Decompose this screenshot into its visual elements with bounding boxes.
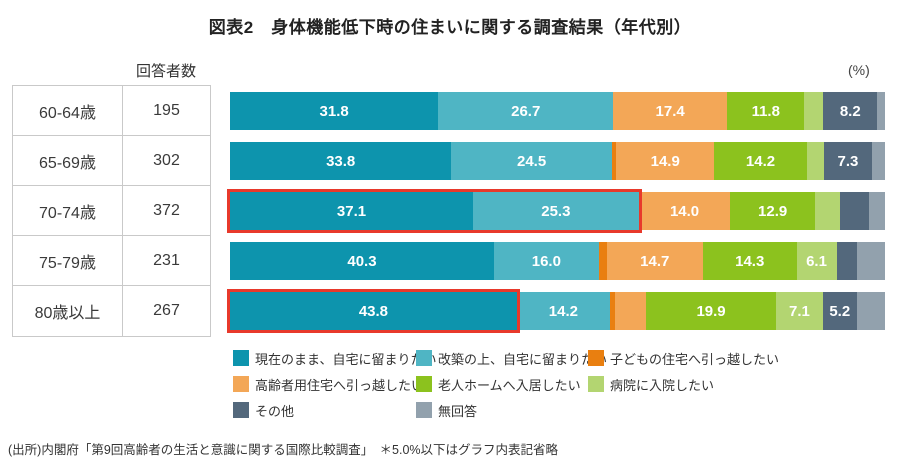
legend-label: 病院に入院したい	[610, 377, 715, 393]
legend-item: 現在のまま、自宅に留まりたい	[233, 350, 436, 367]
legend-swatch-icon	[233, 350, 249, 366]
legend-label: 老人ホームへ入居したい	[438, 377, 581, 393]
bar-segment	[857, 242, 885, 280]
bar-segment: 11.8	[727, 92, 805, 130]
bar-segment: 17.4	[613, 92, 728, 130]
respondent-count: 231	[123, 236, 210, 286]
bar-segment	[814, 192, 841, 230]
bar-row-70-74歳: 37.1 25.3 14.0 12.9	[227, 189, 885, 233]
legend-swatch-icon	[233, 402, 249, 418]
legend-label: 子どもの住宅へ引っ越したい	[610, 351, 780, 367]
bar-segment: 14.2	[714, 142, 808, 180]
respondent-count: 302	[123, 136, 210, 186]
bar-segment	[840, 192, 870, 230]
legend-item: 改築の上、自宅に留まりたい	[416, 350, 607, 367]
bar-segment: 7.1	[776, 292, 823, 330]
bar-segment: 14.3	[702, 242, 797, 280]
bar-segment	[615, 292, 646, 330]
legend-swatch-icon	[588, 350, 604, 366]
respondent-count: 372	[123, 186, 210, 236]
age-group-label: 70-74歳	[13, 186, 123, 236]
bar-row-60-64歳: 31.8 26.7 17.4 11.8 8.2	[230, 92, 885, 130]
bar-segment	[869, 192, 885, 230]
bar-segment: 14.9	[616, 142, 715, 180]
bar-segment: 33.8	[230, 142, 452, 180]
legend-label: 改築の上、自宅に留まりたい	[438, 351, 608, 367]
respondent-count: 195	[123, 86, 210, 136]
stacked-bar-chart: 31.8 26.7 17.4 11.8 8.2 33.8 24.5 14.9 14.2 7.3 37…	[227, 92, 885, 342]
bar-segment: 40.3	[230, 242, 494, 280]
bar-segment	[871, 142, 885, 180]
bar-segment: 14.2	[516, 292, 610, 330]
bar-segment: 5.2	[822, 292, 857, 330]
legend-label: 高齢者用住宅へ引っ越したい	[255, 377, 425, 393]
legend-item: 老人ホームへ入居したい	[416, 376, 588, 393]
bar-segment	[877, 92, 885, 130]
bar-segment: 37.1	[230, 192, 473, 230]
age-group-label: 80歳以上	[13, 286, 123, 336]
bar-segment: 43.8	[230, 292, 517, 330]
percent-axis-label: (%)	[848, 62, 870, 78]
legend-swatch-icon	[416, 376, 432, 392]
source-note: (出所)内閣府「第9回高齢者の生活と意識に関する国際比較調査」 ＊5.0%以下は…	[8, 443, 559, 457]
bar-segment: 24.5	[451, 142, 612, 180]
bar-segment: 8.2	[823, 92, 878, 130]
bar-segment	[836, 242, 858, 280]
legend-label: 無回答	[438, 403, 478, 419]
bar-segment	[611, 142, 617, 180]
bar-segment: 14.0	[638, 192, 731, 230]
chart-title: 図表2 身体機能低下時の住まいに関する調査結果（年代別）	[208, 18, 692, 37]
bar-row-75-79歳: 40.3 16.0 14.7 14.3 6.1	[230, 242, 885, 280]
legend-swatch-icon	[416, 350, 432, 366]
bar-segment	[804, 92, 824, 130]
chart-legend: 現在のまま、自宅に留まりたい 改築の上、自宅に留まりたい 子どもの住宅へ引っ越したい…	[233, 350, 893, 419]
legend-item: 子どもの住宅へ引っ越したい	[588, 350, 893, 367]
bar-segment: 7.3	[824, 142, 872, 180]
bar-segment	[598, 242, 607, 280]
legend-label: 現在のまま、自宅に留まりたい	[255, 351, 437, 367]
legend-item: 高齢者用住宅へ引っ越したい	[233, 376, 424, 393]
legend-swatch-icon	[588, 376, 604, 392]
legend-label: その他	[255, 403, 295, 419]
legend-swatch-icon	[233, 376, 249, 392]
bar-segment: 31.8	[230, 92, 439, 130]
age-group-label: 75-79歳	[13, 236, 123, 286]
bar-segment	[609, 292, 616, 330]
bar-segment: 26.7	[438, 92, 614, 130]
age-group-label: 65-69歳	[13, 136, 123, 186]
bar-row-65-69歳: 33.8 24.5 14.9 14.2 7.3	[230, 142, 885, 180]
legend-item: 病院に入院したい	[588, 376, 893, 393]
bar-segment	[856, 292, 885, 330]
age-group-label: 60-64歳	[13, 86, 123, 136]
bar-segment: 25.3	[473, 192, 639, 230]
bar-segment	[807, 142, 825, 180]
bar-segment: 12.9	[730, 192, 815, 230]
respondent-count: 267	[153, 302, 180, 319]
bar-segment: 16.0	[493, 242, 599, 280]
bar-row-80歳以上: 43.8 14.2 19.9 7.1 5.2	[227, 289, 885, 333]
legend-item: 無回答	[416, 402, 588, 419]
bar-segment: 19.9	[645, 292, 777, 330]
legend-item: その他	[233, 402, 416, 419]
legend-swatch-icon	[416, 402, 432, 418]
bar-segment: 14.7	[606, 242, 703, 280]
respondents-table-header: 回答者数	[135, 63, 196, 80]
bar-segment: 6.1	[796, 242, 837, 280]
respondents-table: 60-64歳 195 65-69歳 302 70-74歳 372 75-79歳 …	[12, 85, 211, 337]
